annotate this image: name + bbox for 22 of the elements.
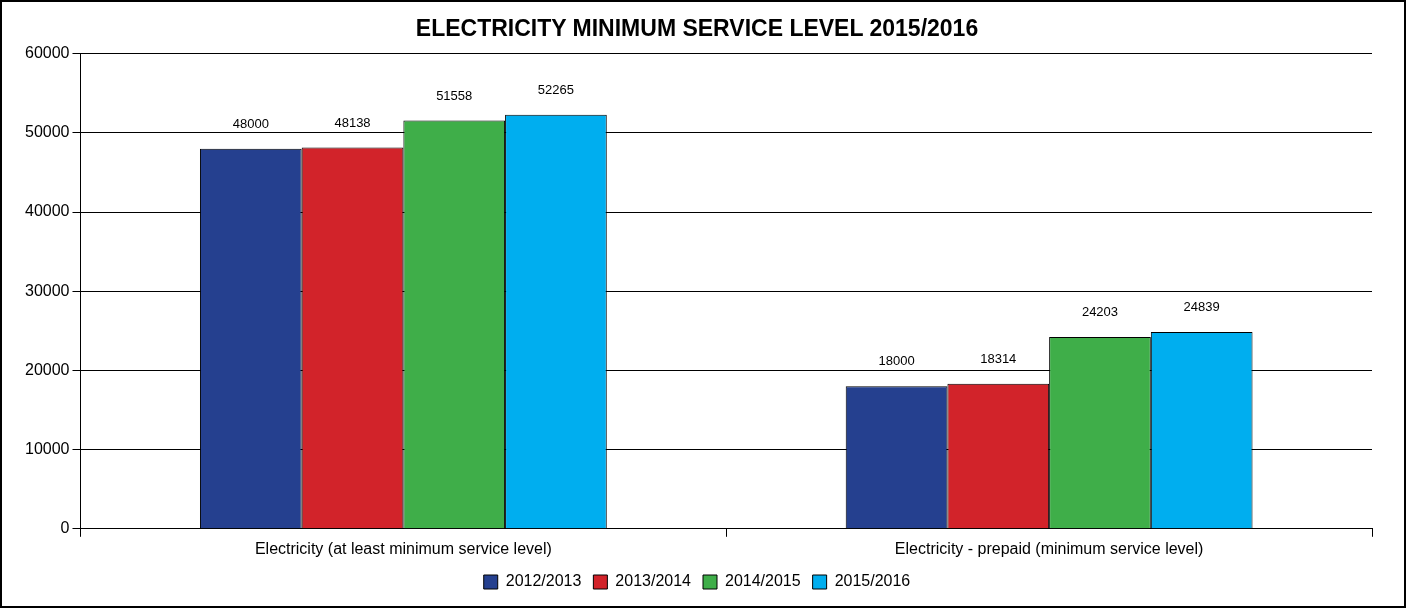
y-tick-label: 30000 — [24, 281, 70, 299]
y-tick-label: 10000 — [24, 440, 70, 458]
chart-title: ELECTRICITY MINIMUM SERVICE LEVEL 2015/2016 — [415, 15, 979, 42]
y-tick-label: 60000 — [24, 44, 70, 62]
data-label: 51558 — [436, 87, 473, 103]
data-label: 48000 — [232, 115, 269, 131]
legend-label: 2013/2014 — [615, 572, 692, 590]
data-label: 18314 — [980, 350, 1017, 366]
legend-label: 2014/2015 — [725, 572, 801, 590]
legend-label: 2012/2013 — [505, 572, 582, 590]
x-tick-label: Electricity - prepaid (minimum service level) — [894, 539, 1204, 557]
y-tick-label: 0 — [60, 519, 70, 537]
y-tick-label: 20000 — [24, 360, 70, 378]
data-label: 24839 — [1183, 299, 1220, 315]
y-tick-label: 40000 — [24, 202, 70, 220]
data-label: 52265 — [537, 81, 575, 97]
legend-label: 2015/2016 — [834, 572, 911, 590]
y-tick-label: 50000 — [24, 123, 70, 141]
data-label: 18000 — [878, 353, 915, 369]
x-tick-label: Electricity (at least minimum service level) — [254, 539, 552, 557]
data-label: 24203 — [1081, 304, 1119, 320]
data-label: 48138 — [334, 114, 371, 130]
